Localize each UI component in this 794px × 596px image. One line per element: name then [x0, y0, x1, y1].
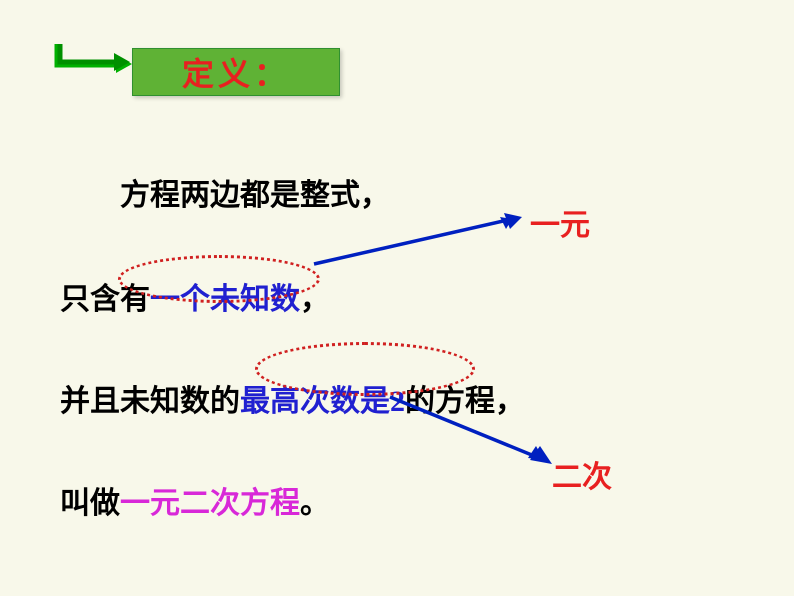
arrow-to-yiyuan-icon	[312, 209, 532, 269]
line3-blue: 最高次数是2	[240, 385, 405, 418]
content-line-4: 叫做一元二次方程。	[60, 478, 740, 522]
title-box: 定义：	[132, 48, 340, 96]
line2-part2: ，	[300, 283, 330, 316]
bracket-arrow-icon	[52, 42, 132, 82]
label-erci: 二次	[552, 452, 612, 496]
content-line-1: 方程两边都是整式，	[120, 170, 740, 214]
title-text: 定义：	[182, 49, 290, 95]
content-line-2: 只含有一个未知数，	[60, 274, 740, 318]
line4-magenta: 一元二次方程	[120, 487, 300, 520]
line4-part1: 叫做	[60, 487, 120, 520]
line4-part2: 。	[300, 487, 330, 520]
label-yiyuan: 一元	[530, 200, 590, 244]
arrow-to-erci-icon	[388, 392, 568, 472]
line2-part1: 只含有	[60, 283, 150, 316]
line2-blue: 一个未知数	[150, 283, 300, 316]
line3-part1: 并且未知数的	[60, 385, 240, 418]
